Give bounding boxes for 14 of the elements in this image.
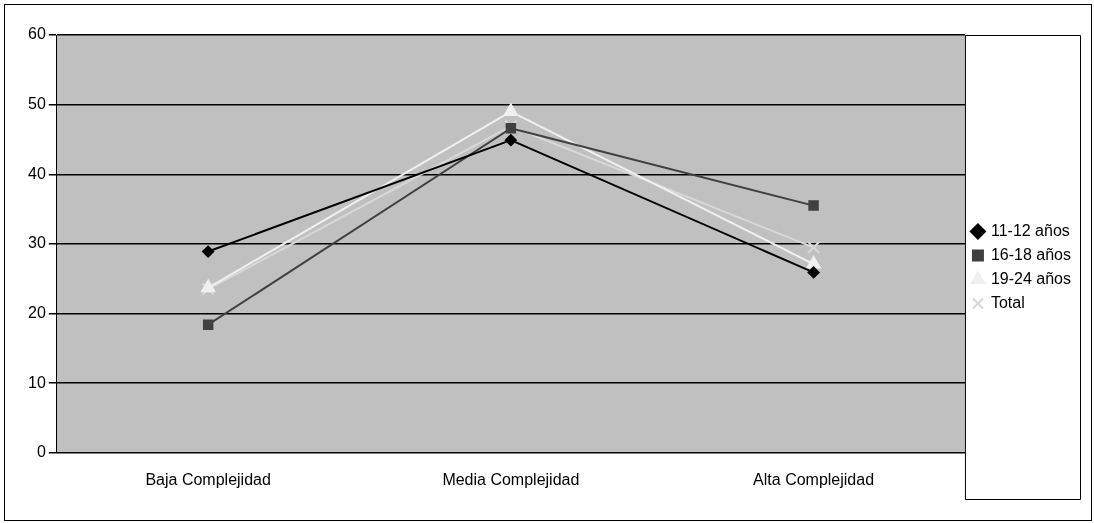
x-tick-label: Baja Complejidad bbox=[145, 470, 271, 488]
y-tick-label: 50 bbox=[28, 95, 46, 113]
x-tick-label: Alta Complejidad bbox=[753, 470, 875, 488]
y-tick-label: 10 bbox=[28, 373, 46, 391]
y-tick-label: 40 bbox=[28, 164, 46, 182]
y-tick-label: 0 bbox=[36, 443, 46, 461]
legend-label: 16-18 años bbox=[990, 245, 1071, 263]
legend-label: 11-12 años bbox=[990, 221, 1070, 239]
y-tick-label: 20 bbox=[28, 303, 46, 321]
x-tick-label: Media Complejidad bbox=[442, 470, 580, 488]
legend-label: Total bbox=[990, 293, 1025, 311]
legend-label: 19-24 años bbox=[990, 269, 1071, 287]
y-tick-label: 60 bbox=[28, 25, 46, 43]
y-tick-label: 30 bbox=[28, 234, 46, 252]
